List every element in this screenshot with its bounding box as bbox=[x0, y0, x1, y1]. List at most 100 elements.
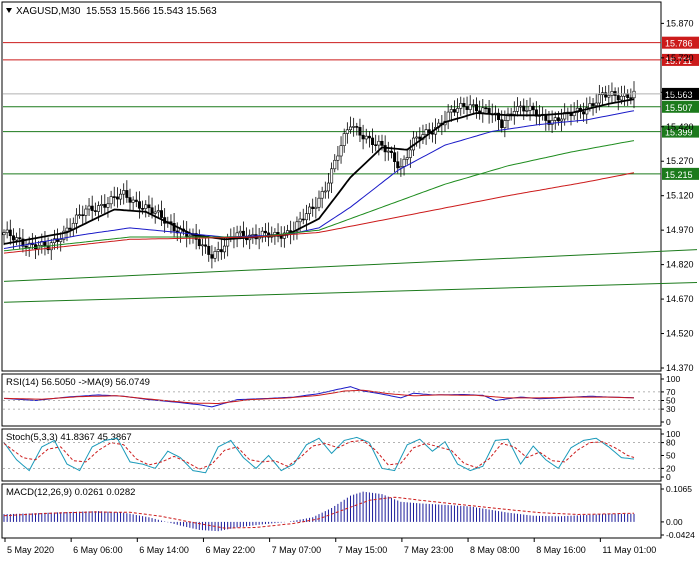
candle-body bbox=[122, 190, 126, 195]
candle-body bbox=[2, 232, 6, 236]
candle-body bbox=[519, 105, 523, 108]
macd-panel-frame bbox=[1, 483, 662, 539]
time-tick-label: 7 May 15:00 bbox=[338, 545, 388, 555]
candle-body bbox=[345, 129, 349, 134]
candle-body bbox=[311, 206, 315, 209]
candle-body bbox=[534, 109, 538, 117]
rsi-title: RSI(14) 56.5050 ->MA(9) 56.0749 bbox=[6, 377, 150, 388]
price-tick-label: 15.720 bbox=[666, 53, 694, 63]
time-tick-label: 7 May 23:00 bbox=[404, 545, 454, 555]
level-price-label: 15.711 bbox=[665, 56, 692, 66]
candle-body bbox=[131, 199, 135, 203]
candle-body bbox=[223, 245, 227, 253]
candle-body bbox=[144, 204, 148, 209]
level-price-badge bbox=[662, 100, 699, 113]
candle-body bbox=[330, 168, 334, 184]
moving-average-line bbox=[3, 140, 635, 252]
candle-body bbox=[295, 221, 299, 232]
candle-body bbox=[141, 208, 145, 210]
candle-body bbox=[582, 111, 586, 115]
time-tick-label: 5 May 2020 bbox=[7, 545, 54, 555]
price-tick-label: 14.970 bbox=[666, 225, 694, 235]
candle-body bbox=[462, 103, 466, 107]
candle-body bbox=[59, 239, 63, 242]
price-tick-label: 15.420 bbox=[666, 122, 694, 132]
candle-body bbox=[515, 106, 519, 112]
moving-average-line bbox=[3, 98, 635, 245]
candle-body bbox=[197, 239, 201, 247]
candle-body bbox=[27, 242, 31, 248]
candle-body bbox=[204, 244, 208, 247]
candle-body bbox=[424, 129, 428, 135]
candle-body bbox=[90, 205, 94, 211]
stoch-title: Stoch(5,3,3) 41.8367 45.3867 bbox=[6, 432, 132, 443]
price-tick-label: 15.570 bbox=[666, 87, 694, 97]
price-tick-label: 15.270 bbox=[666, 156, 694, 166]
current-price-label: 15.563 bbox=[665, 90, 693, 100]
candle-body bbox=[160, 210, 164, 218]
candle-body bbox=[112, 196, 116, 198]
candle-body bbox=[355, 126, 359, 128]
candle-body bbox=[301, 218, 305, 221]
candle-body bbox=[52, 238, 56, 244]
candle-body bbox=[84, 208, 88, 216]
candle-body bbox=[468, 104, 472, 110]
candle-body bbox=[308, 206, 312, 214]
price-panel-frame bbox=[1, 1, 662, 372]
candle-body bbox=[597, 94, 601, 104]
candle-body bbox=[150, 207, 154, 214]
candle-body bbox=[585, 107, 589, 115]
candle-body bbox=[503, 120, 507, 129]
indicator-tick-label: -0.0424 bbox=[666, 530, 695, 540]
trendline bbox=[3, 282, 698, 303]
candle-body bbox=[348, 126, 352, 131]
candle-body bbox=[125, 190, 129, 198]
level-price-badge bbox=[662, 53, 699, 66]
collapse-triangle-icon[interactable] bbox=[6, 8, 12, 13]
candle-body bbox=[74, 214, 78, 224]
candle-body bbox=[304, 213, 308, 221]
indicator-tick-label: 20 bbox=[666, 463, 676, 473]
candle-body bbox=[408, 149, 412, 158]
price-tick-label: 15.120 bbox=[666, 191, 694, 201]
time-tick-label: 6 May 14:00 bbox=[139, 545, 189, 555]
indicator-tick-label: 0.00 bbox=[666, 517, 683, 527]
candle-body bbox=[364, 135, 368, 140]
candle-body bbox=[200, 244, 204, 247]
candle-body bbox=[317, 197, 321, 208]
candle-body bbox=[594, 102, 598, 106]
candle-body bbox=[607, 94, 611, 98]
candle-body bbox=[137, 201, 141, 209]
indicator-tick-label: 70 bbox=[666, 387, 676, 397]
candle-body bbox=[377, 140, 381, 146]
candle-body bbox=[588, 103, 592, 109]
level-price-badge bbox=[662, 167, 699, 180]
candle-body bbox=[21, 238, 25, 247]
candle-body bbox=[65, 227, 69, 232]
candle-body bbox=[405, 157, 409, 160]
candle-body bbox=[481, 107, 485, 113]
candle-body bbox=[40, 241, 44, 246]
macd-signal-line bbox=[3, 496, 635, 529]
candle-body bbox=[456, 108, 460, 113]
candle-body bbox=[386, 150, 390, 153]
candle-body bbox=[33, 244, 37, 250]
price-tick-label: 14.370 bbox=[666, 363, 694, 373]
symbol-label: XAGUSD,M30 bbox=[16, 6, 81, 17]
candle-body bbox=[512, 111, 516, 115]
candle-body bbox=[500, 119, 504, 129]
ohlc-values: 15.553 15.566 15.543 15.563 bbox=[86, 6, 217, 17]
candle-body bbox=[207, 245, 211, 255]
candle-body bbox=[93, 210, 97, 212]
candle-body bbox=[78, 214, 82, 217]
indicator-series-line bbox=[3, 386, 635, 408]
candle-body bbox=[525, 110, 529, 112]
candle-body bbox=[100, 204, 104, 206]
indicator-tick-label: 0.1065 bbox=[666, 484, 692, 494]
candle-body bbox=[550, 120, 554, 125]
candle-body bbox=[320, 191, 324, 199]
candle-body bbox=[446, 111, 450, 122]
indicator-tick-label: 50 bbox=[666, 396, 676, 406]
candle-body bbox=[128, 197, 132, 203]
